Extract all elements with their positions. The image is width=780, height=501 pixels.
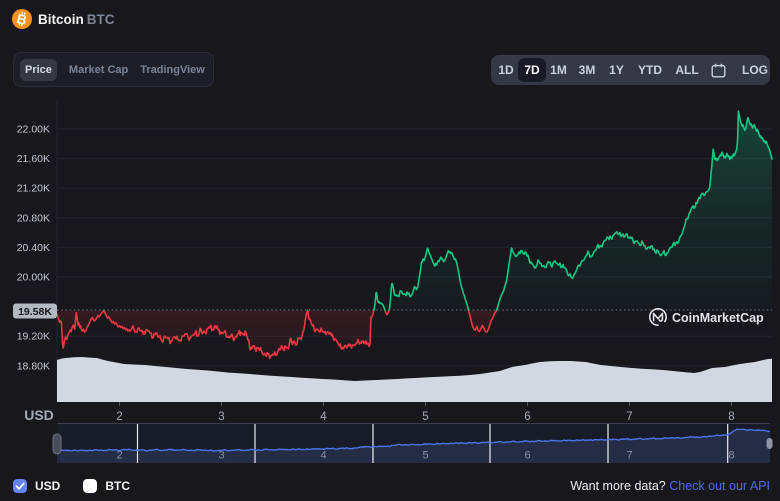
svg-text:7: 7 (626, 450, 632, 462)
svg-text:18.80K: 18.80K (17, 360, 50, 372)
svg-text:20.40K: 20.40K (17, 242, 50, 254)
svg-text:20.00K: 20.00K (17, 272, 50, 284)
svg-text:3: 3 (218, 450, 224, 462)
svg-text:4: 4 (320, 450, 326, 462)
svg-text:2: 2 (116, 411, 122, 423)
svg-text:19.20K: 19.20K (17, 331, 50, 343)
svg-text:5: 5 (422, 411, 428, 423)
svg-text:USD: USD (24, 407, 54, 423)
svg-text:19.58K: 19.58K (18, 306, 52, 318)
svg-text:8: 8 (728, 450, 734, 462)
svg-text:2: 2 (116, 450, 122, 462)
svg-text:4: 4 (320, 411, 327, 423)
svg-text:6: 6 (524, 411, 530, 423)
svg-text:6: 6 (524, 450, 530, 462)
svg-text:CoinMarketCap: CoinMarketCap (672, 311, 764, 325)
svg-text:21.20K: 21.20K (17, 183, 50, 195)
svg-text:22.00K: 22.00K (17, 124, 50, 136)
svg-text:5: 5 (422, 450, 428, 462)
svg-text:21.60K: 21.60K (17, 153, 50, 165)
svg-text:3: 3 (218, 411, 224, 423)
svg-text:8: 8 (728, 411, 734, 423)
svg-text:B: B (15, 11, 28, 28)
svg-text:7: 7 (626, 411, 632, 423)
svg-text:20.80K: 20.80K (17, 212, 50, 224)
